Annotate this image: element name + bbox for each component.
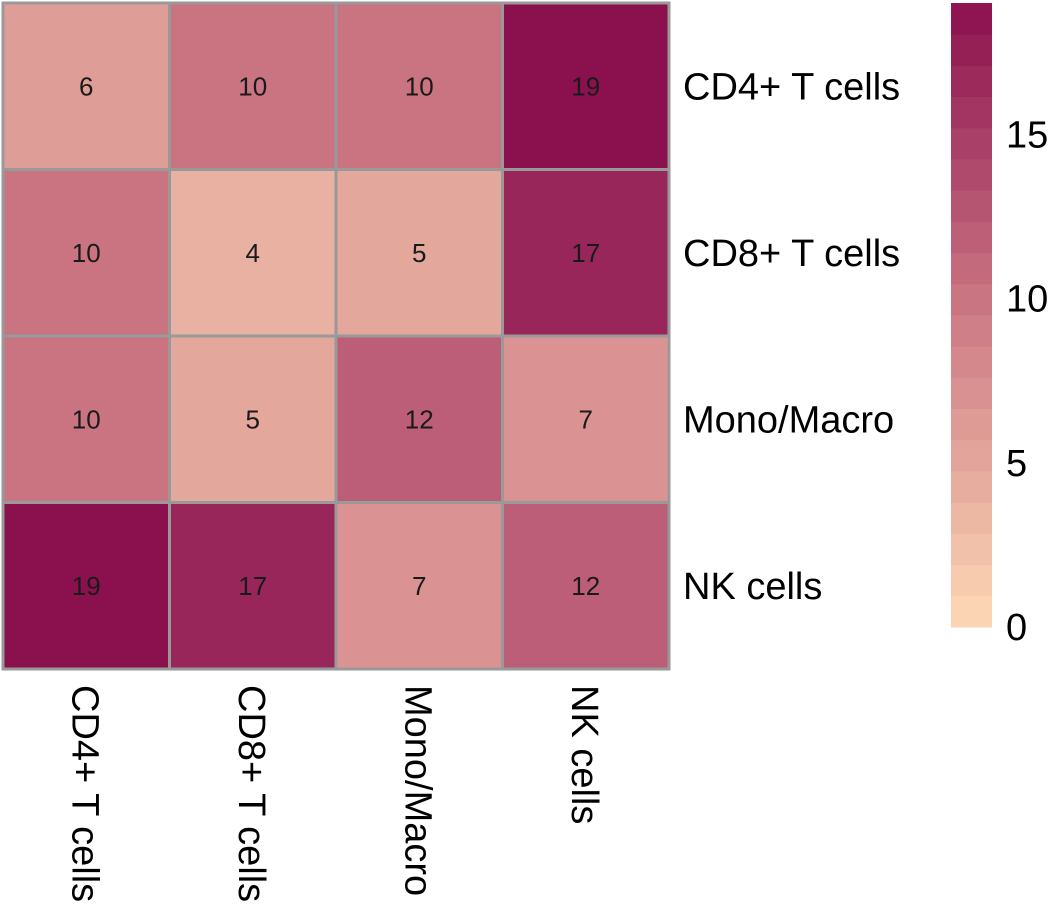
legend-swatch: [951, 408, 992, 441]
cell-value: 19: [72, 571, 101, 601]
legend-swatch: [951, 3, 992, 35]
legend-swatch: [951, 252, 992, 285]
cell-value: 10: [72, 238, 101, 268]
cell-value: 19: [571, 71, 600, 101]
cell-value: 5: [246, 404, 260, 434]
heatmap-cell: [1, 1, 171, 171]
column-label: Mono/Macro: [396, 685, 438, 896]
column-label: NK cells: [563, 685, 605, 824]
legend-tick-label: 0: [1006, 607, 1027, 649]
heatmap-cell: [168, 334, 338, 504]
heatmap-cell: [501, 501, 671, 671]
column-label: CD8+ T cells: [230, 685, 272, 902]
heatmap-cell: [501, 1, 671, 171]
legend-swatch: [951, 346, 992, 378]
legend-swatch: [951, 315, 992, 347]
legend-swatch: [951, 65, 992, 98]
cell-value: 4: [246, 238, 260, 268]
legend-swatch: [951, 439, 992, 472]
cell-value: 10: [72, 404, 101, 434]
legend-swatch: [951, 283, 992, 316]
row-label: CD4+ T cells: [683, 66, 900, 108]
legend-swatch: [951, 377, 992, 410]
row-label: NK cells: [683, 566, 822, 608]
cell-value: 5: [412, 238, 426, 268]
row-label: CD8+ T cells: [683, 233, 900, 275]
row-label: Mono/Macro: [683, 399, 894, 441]
heatmap-cell: [501, 168, 671, 338]
cell-value: 10: [405, 71, 434, 101]
legend-swatch: [951, 502, 992, 534]
heatmap-cell: [1, 501, 171, 671]
cell-value: 12: [405, 404, 434, 434]
legend-swatch: [951, 595, 992, 628]
row-labels: CD4+ T cells CD8+ T cells Mono/Macro NK cel…: [683, 66, 900, 608]
legend-swatch: [951, 127, 992, 160]
legend-swatch: [951, 564, 992, 597]
legend-tick-label: 15: [1006, 114, 1048, 156]
cell-value: 17: [238, 571, 267, 601]
legend-swatch: [951, 96, 992, 129]
heatmap-cell: [168, 501, 338, 671]
legend-swatch: [951, 221, 992, 254]
cell-value: 12: [571, 571, 600, 601]
legend-swatch: [951, 190, 992, 222]
heatmap-cell: [168, 1, 338, 171]
legend-swatch: [951, 533, 992, 566]
cell-value: 17: [571, 238, 600, 268]
column-labels: CD4+ T cells CD8+ T cells Mono/Macro NK cel…: [63, 685, 605, 902]
column-label: CD4+ T cells: [63, 685, 105, 902]
cell-value: 10: [238, 71, 267, 101]
heatmap-cell: [334, 1, 504, 171]
heatmap-cells: 6 10 10 19 10 4 5 17 10 5 12 7 19 17 7 12: [1, 1, 671, 671]
cell-value: 7: [579, 404, 593, 434]
legend-tick-label: 10: [1006, 279, 1048, 321]
legend-swatch: [951, 471, 992, 503]
legend-swatch: [951, 159, 992, 191]
legend-swatch: [951, 34, 992, 66]
cell-value: 7: [412, 571, 426, 601]
cell-value: 6: [79, 71, 93, 101]
heatmap-cell: [501, 334, 671, 504]
heatmap-cell: [168, 168, 338, 338]
legend-tick-label: 5: [1006, 443, 1027, 485]
color-legend: 0 5 10 15: [951, 3, 1048, 649]
